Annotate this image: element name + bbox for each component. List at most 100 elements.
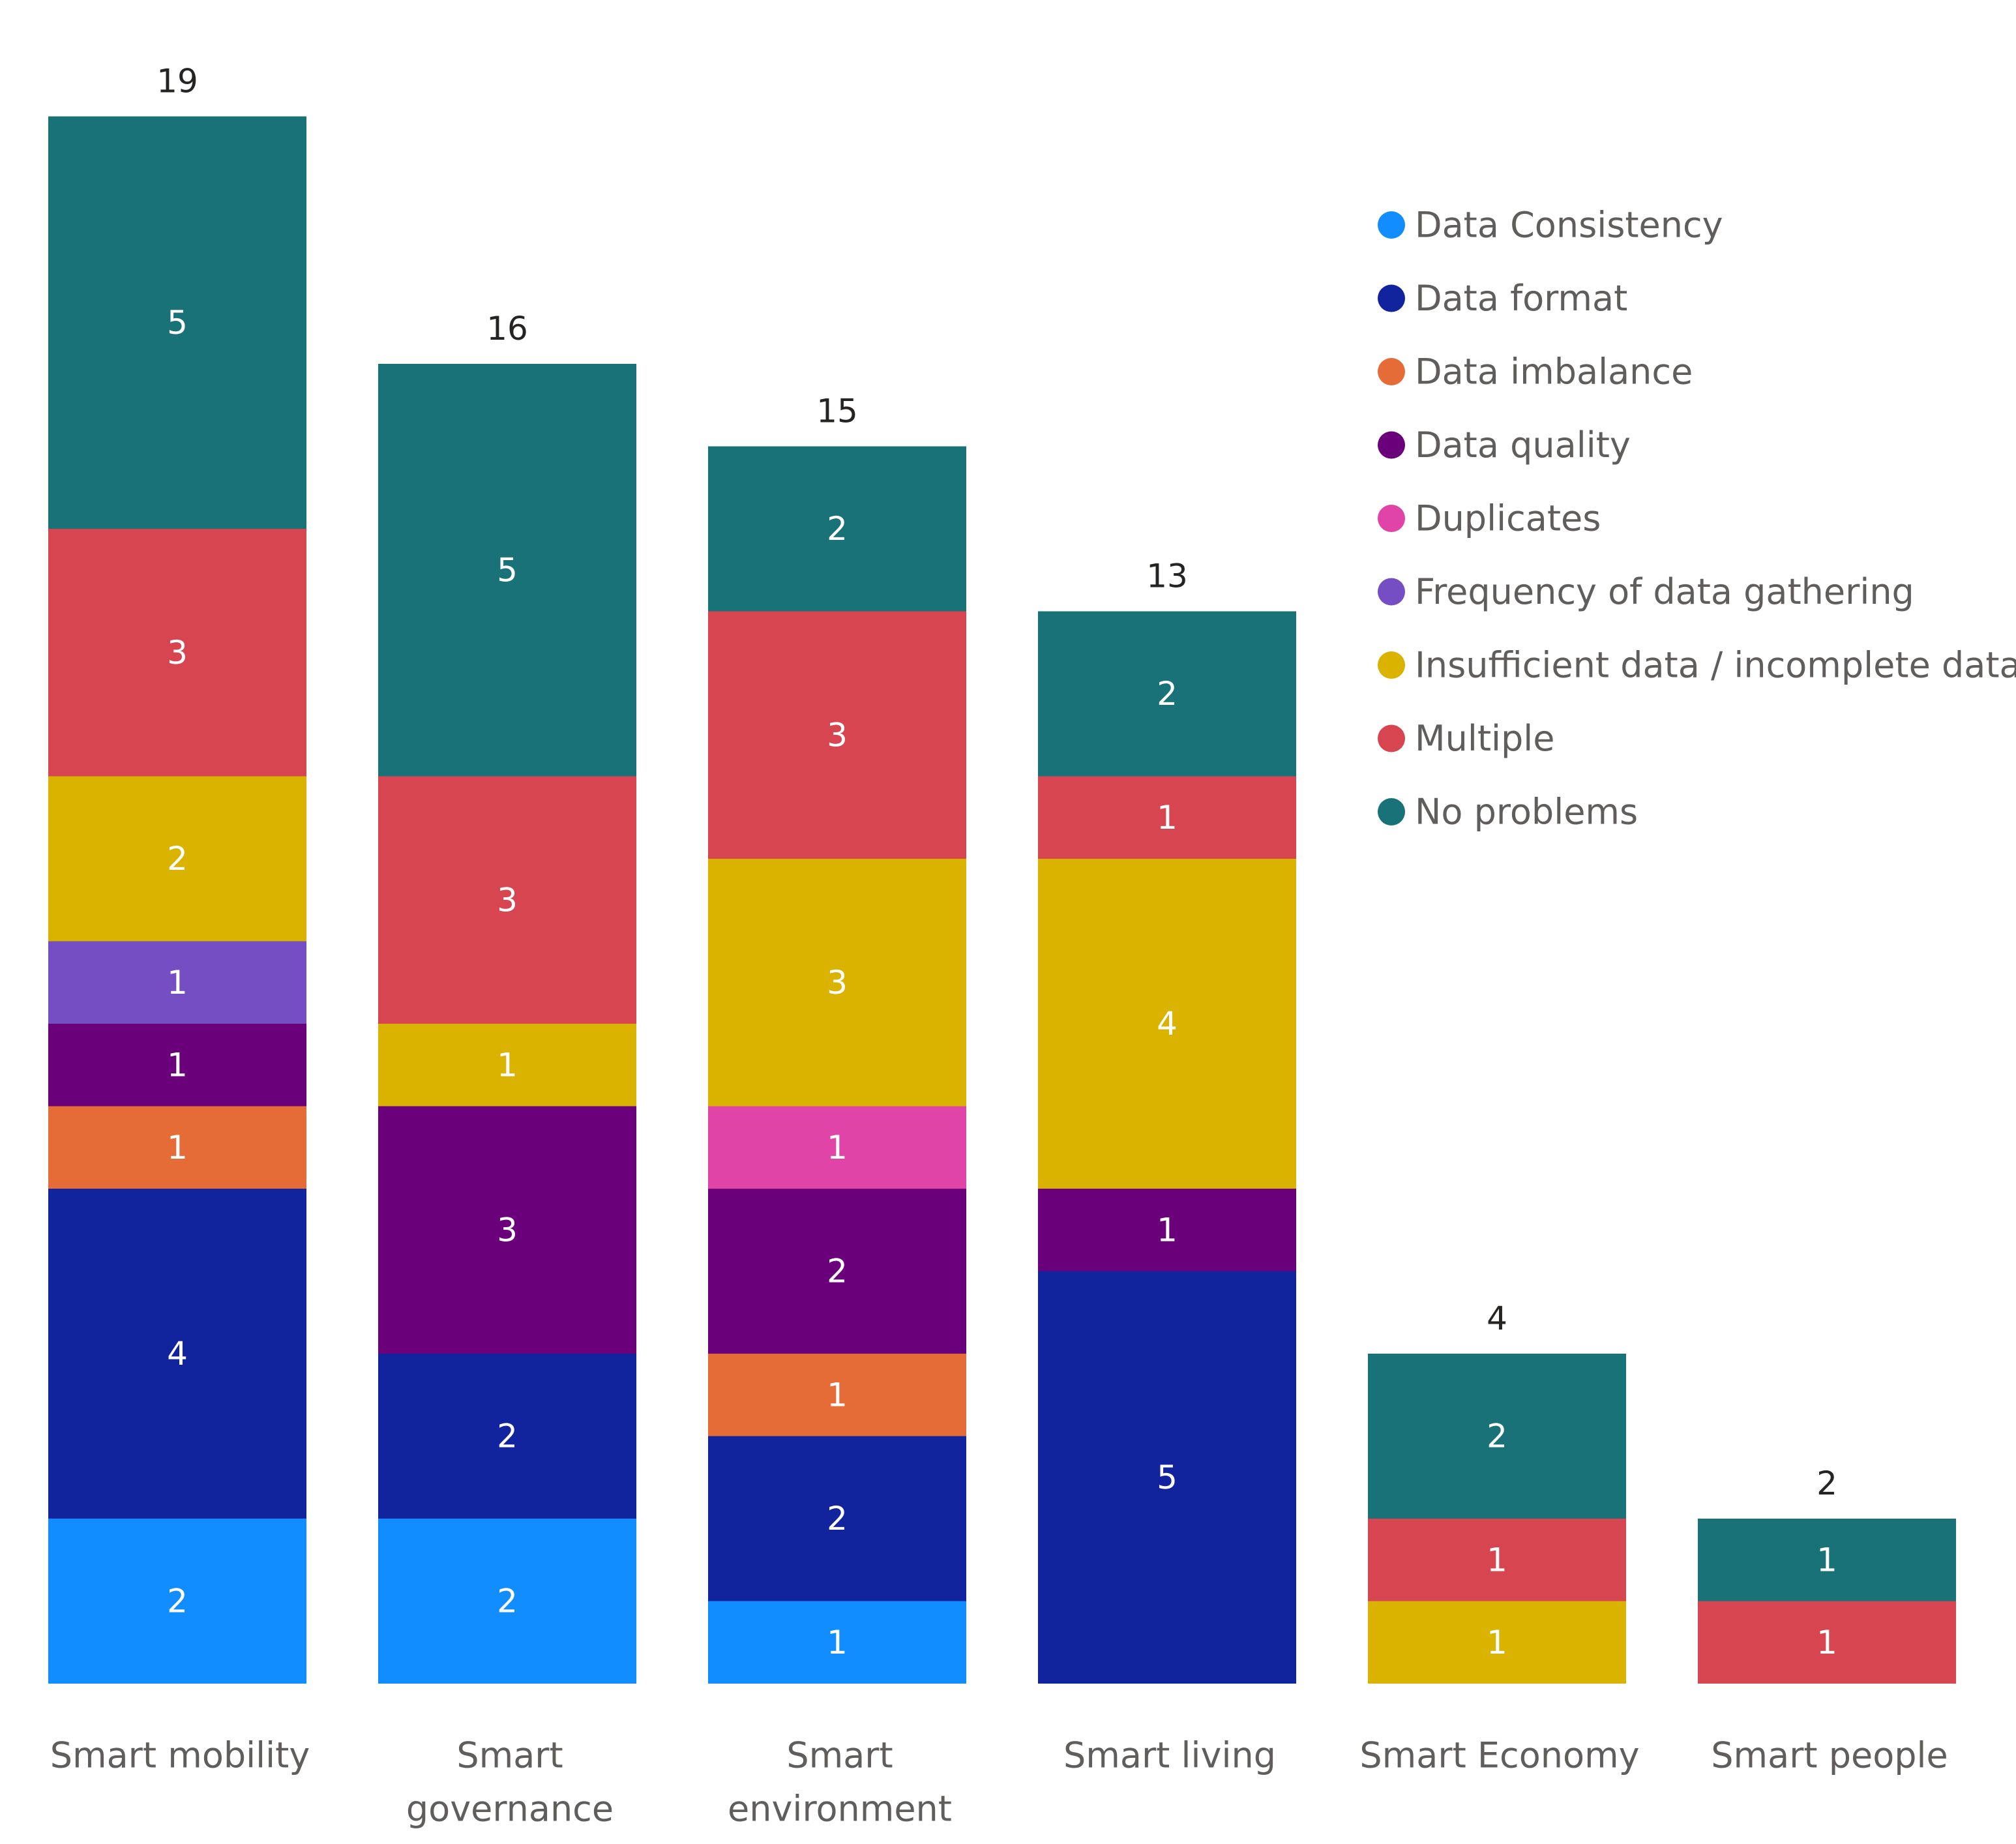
segment-smart-governance-no-problems[interactable] — [378, 364, 636, 777]
legend-marker — [1378, 505, 1405, 532]
data-label: 2 — [167, 1583, 188, 1620]
data-label: 2 — [827, 510, 848, 548]
category-label: Smart living — [1063, 1735, 1276, 1776]
segment-smart-governance-data-quality[interactable] — [378, 1106, 636, 1354]
segment-smart-mobility-insufficient-data-incomplete-data[interactable] — [48, 776, 306, 942]
data-label: 1 — [827, 1376, 848, 1414]
data-label: 2 — [1157, 675, 1178, 713]
data-label: 2 — [1487, 1418, 1507, 1455]
segment-smart-environment-data-format[interactable] — [708, 1436, 966, 1601]
total-label: 4 — [1487, 1300, 1507, 1337]
data-label: 2 — [827, 1500, 848, 1538]
segment-smart-mobility-data-imbalance[interactable] — [48, 1106, 306, 1189]
category-label: Smart — [786, 1735, 893, 1776]
data-label: 1 — [167, 1129, 188, 1167]
legend-item-no-problems[interactable]: No problems — [1378, 792, 1638, 833]
data-label: 1 — [1816, 1541, 1837, 1579]
category-label: Smart mobility — [50, 1735, 310, 1776]
segment-smart-environment-multiple[interactable] — [708, 611, 966, 859]
segment-smart-mobility-data-format[interactable] — [48, 1189, 306, 1519]
legend: Data Consistency Data format Data imbalanc… — [1378, 205, 2016, 833]
segment-smart-environment-data-consistency[interactable] — [708, 1601, 966, 1684]
data-label: 2 — [497, 1583, 518, 1620]
bar-smart-environment: 1 2 1 2 1 3 3 2 15 — [708, 393, 966, 1684]
segment-smart-environment-data-quality[interactable] — [708, 1189, 966, 1354]
legend-label: No problems — [1415, 792, 1638, 833]
segment-smart-mobility-frequency-of-data-gathering[interactable] — [48, 941, 306, 1024]
legend-item-data-consistency[interactable]: Data Consistency — [1378, 205, 1723, 246]
data-label: 1 — [827, 1129, 848, 1167]
legend-item-multiple[interactable]: Multiple — [1378, 718, 1555, 759]
data-label: 3 — [497, 881, 518, 919]
segment-smart-economy-multiple[interactable] — [1368, 1519, 1626, 1601]
segment-smart-mobility-no-problems[interactable] — [48, 116, 306, 529]
total-label: 2 — [1816, 1465, 1837, 1502]
data-label: 1 — [1487, 1541, 1507, 1579]
segment-smart-governance-data-format[interactable] — [378, 1354, 636, 1519]
segment-smart-living-no-problems[interactable] — [1038, 611, 1296, 777]
segment-smart-living-data-format[interactable] — [1038, 1271, 1296, 1684]
legend-item-data-format[interactable]: Data format — [1378, 278, 1627, 319]
data-label: 1 — [1487, 1624, 1507, 1661]
segment-smart-environment-duplicates[interactable] — [708, 1106, 966, 1189]
segment-smart-living-insufficient-data-incomplete-data[interactable] — [1038, 859, 1296, 1189]
data-label: 2 — [497, 1418, 518, 1455]
segment-smart-governance-data-consistency[interactable] — [378, 1519, 636, 1684]
data-label: 3 — [167, 634, 188, 672]
bar-smart-governance: 2 2 3 1 3 5 16 — [378, 310, 636, 1684]
total-label: 15 — [816, 393, 858, 430]
legend-label: Data Consistency — [1415, 205, 1723, 246]
segment-smart-environment-insufficient-data-incomplete-data[interactable] — [708, 859, 966, 1107]
segment-smart-environment-no-problems[interactable] — [708, 446, 966, 612]
bar-smart-living: 5 1 4 1 2 13 — [1038, 558, 1296, 1684]
category-label: environment — [728, 1789, 952, 1830]
data-label: 1 — [1157, 799, 1178, 837]
total-label: 19 — [156, 63, 198, 100]
legend-item-data-imbalance[interactable]: Data imbalance — [1378, 351, 1693, 393]
segment-smart-governance-insufficient-data-incomplete-data[interactable] — [378, 1024, 636, 1107]
segment-smart-people-multiple[interactable] — [1698, 1601, 1956, 1684]
segment-smart-economy-no-problems[interactable] — [1368, 1354, 1626, 1519]
data-label: 1 — [497, 1046, 518, 1084]
legend-item-data-quality[interactable]: Data quality — [1378, 424, 1631, 466]
data-label: 1 — [1157, 1211, 1178, 1249]
legend-marker — [1378, 798, 1405, 825]
segment-smart-mobility-multiple[interactable] — [48, 529, 306, 777]
bar-smart-mobility: 2 4 1 1 1 2 3 5 19 — [48, 63, 306, 1684]
legend-marker — [1378, 358, 1405, 385]
legend-item-duplicates[interactable]: Duplicates — [1378, 498, 1601, 539]
legend-label: Data format — [1415, 278, 1627, 319]
data-label: 5 — [497, 551, 518, 589]
segment-smart-environment-data-imbalance[interactable] — [708, 1354, 966, 1436]
category-labels: Smart mobility Smart governance Smart enviro… — [50, 1735, 1948, 1830]
legend-label: Duplicates — [1415, 498, 1601, 539]
bar-smart-economy: 1 1 2 4 — [1368, 1300, 1626, 1684]
legend-label: Insufficient data / incomplete data — [1415, 645, 2016, 686]
data-label: 3 — [497, 1211, 518, 1249]
data-label: 2 — [167, 840, 188, 878]
segment-smart-mobility-data-consistency[interactable] — [48, 1519, 306, 1684]
total-label: 16 — [486, 310, 528, 348]
legend-label: Data imbalance — [1415, 351, 1693, 393]
segment-smart-living-data-quality[interactable] — [1038, 1189, 1296, 1271]
category-label: Smart people — [1711, 1735, 1948, 1776]
data-label: 4 — [1157, 1005, 1178, 1043]
data-label: 3 — [827, 716, 848, 754]
legend-marker — [1378, 724, 1405, 752]
legend-marker — [1378, 284, 1405, 312]
data-label: 1 — [827, 1624, 848, 1661]
data-label: 5 — [1157, 1459, 1178, 1496]
segment-smart-living-multiple[interactable] — [1038, 776, 1296, 859]
data-label: 1 — [167, 1046, 188, 1084]
legend-item-insufficient-data-incomplete-data[interactable]: Insufficient data / incomplete data — [1378, 645, 2016, 686]
segment-smart-economy-insufficient-data-incomplete-data[interactable] — [1368, 1601, 1626, 1684]
segment-smart-mobility-data-quality[interactable] — [48, 1024, 306, 1107]
legend-item-frequency-of-data-gathering[interactable]: Frequency of data gathering — [1378, 571, 1914, 612]
data-label: 2 — [827, 1253, 848, 1290]
category-label: Smart Economy — [1359, 1735, 1639, 1776]
segment-smart-governance-multiple[interactable] — [378, 776, 636, 1024]
segment-smart-people-no-problems[interactable] — [1698, 1519, 1956, 1601]
bar-smart-people: 1 1 2 — [1698, 1465, 1956, 1684]
legend-marker — [1378, 578, 1405, 606]
bars-layer: 2411123519223135161212133215514121311241… — [48, 63, 1956, 1684]
